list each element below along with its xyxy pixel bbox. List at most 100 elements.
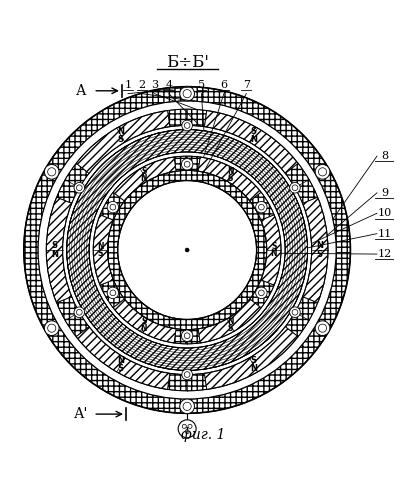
Wedge shape — [285, 164, 318, 203]
Circle shape — [44, 164, 59, 179]
Wedge shape — [285, 296, 318, 337]
Circle shape — [74, 182, 85, 193]
Text: А: А — [76, 84, 86, 98]
Wedge shape — [108, 170, 267, 330]
Text: N: N — [250, 364, 257, 374]
Text: N: N — [250, 134, 257, 143]
Text: 6: 6 — [220, 80, 227, 90]
Circle shape — [184, 333, 190, 338]
Wedge shape — [93, 215, 113, 285]
Circle shape — [319, 168, 327, 176]
Wedge shape — [76, 110, 170, 174]
Text: фиг. 1: фиг. 1 — [181, 427, 226, 442]
Text: N: N — [227, 318, 234, 326]
Circle shape — [290, 307, 300, 318]
Text: S: S — [250, 356, 256, 366]
Circle shape — [183, 402, 191, 410]
Wedge shape — [67, 130, 307, 370]
Wedge shape — [198, 157, 261, 201]
Text: N: N — [97, 242, 104, 251]
Text: S: S — [250, 126, 256, 136]
Text: 8: 8 — [381, 151, 389, 161]
Text: 12: 12 — [378, 249, 392, 259]
Text: N: N — [141, 324, 147, 333]
Text: Б÷Б': Б÷Б' — [166, 54, 208, 70]
Text: S: S — [228, 324, 233, 333]
Circle shape — [182, 369, 192, 380]
Wedge shape — [38, 101, 336, 399]
Text: N: N — [117, 126, 124, 136]
Text: S: S — [51, 242, 58, 250]
Wedge shape — [24, 86, 351, 413]
Text: 7: 7 — [243, 80, 250, 90]
Wedge shape — [204, 326, 298, 390]
Wedge shape — [168, 109, 207, 126]
Circle shape — [110, 204, 116, 210]
Text: 4: 4 — [165, 80, 172, 90]
Wedge shape — [261, 215, 281, 285]
Text: А': А' — [74, 407, 88, 421]
Circle shape — [110, 290, 116, 296]
Text: S: S — [271, 242, 277, 251]
Circle shape — [184, 162, 190, 167]
Circle shape — [259, 204, 264, 210]
Text: N: N — [141, 174, 147, 182]
Text: 11: 11 — [378, 228, 392, 238]
Circle shape — [290, 182, 300, 193]
Circle shape — [180, 86, 194, 101]
Wedge shape — [89, 152, 285, 348]
Circle shape — [259, 290, 264, 296]
Text: S: S — [141, 167, 146, 176]
Wedge shape — [57, 164, 89, 203]
Circle shape — [182, 424, 186, 428]
Circle shape — [48, 324, 56, 332]
Circle shape — [184, 372, 190, 378]
Wedge shape — [113, 299, 176, 343]
Circle shape — [188, 424, 192, 428]
Text: S: S — [228, 174, 233, 182]
Wedge shape — [57, 296, 89, 337]
Wedge shape — [174, 156, 200, 171]
Wedge shape — [250, 192, 274, 220]
Circle shape — [315, 321, 330, 336]
Circle shape — [184, 122, 190, 128]
Circle shape — [74, 307, 85, 318]
Circle shape — [118, 180, 256, 320]
Circle shape — [185, 248, 189, 252]
Circle shape — [107, 202, 119, 213]
Text: N: N — [316, 242, 323, 250]
Text: 10: 10 — [378, 208, 392, 218]
Text: 3: 3 — [151, 80, 158, 90]
Circle shape — [48, 168, 56, 176]
Text: 9: 9 — [381, 188, 389, 198]
Text: 5: 5 — [198, 80, 205, 90]
Circle shape — [183, 90, 191, 98]
Text: 1: 1 — [125, 80, 132, 90]
Text: S: S — [118, 364, 124, 374]
Circle shape — [107, 287, 119, 298]
Text: S: S — [317, 250, 323, 258]
Circle shape — [181, 158, 193, 170]
Circle shape — [180, 399, 194, 413]
Wedge shape — [204, 110, 298, 174]
Circle shape — [256, 202, 267, 213]
Wedge shape — [76, 326, 170, 390]
Circle shape — [76, 310, 82, 315]
Circle shape — [44, 321, 59, 336]
Text: 2: 2 — [139, 80, 146, 90]
Wedge shape — [100, 280, 125, 308]
Text: N: N — [117, 356, 124, 366]
Wedge shape — [198, 299, 261, 343]
Text: N: N — [227, 167, 234, 176]
Text: S: S — [98, 249, 103, 258]
Circle shape — [315, 164, 330, 179]
Circle shape — [292, 185, 298, 190]
Wedge shape — [100, 192, 125, 220]
Circle shape — [76, 185, 82, 190]
Circle shape — [181, 330, 193, 342]
Circle shape — [182, 120, 192, 131]
Wedge shape — [174, 329, 200, 344]
Circle shape — [178, 420, 196, 438]
Circle shape — [319, 324, 327, 332]
Text: N: N — [51, 250, 58, 258]
